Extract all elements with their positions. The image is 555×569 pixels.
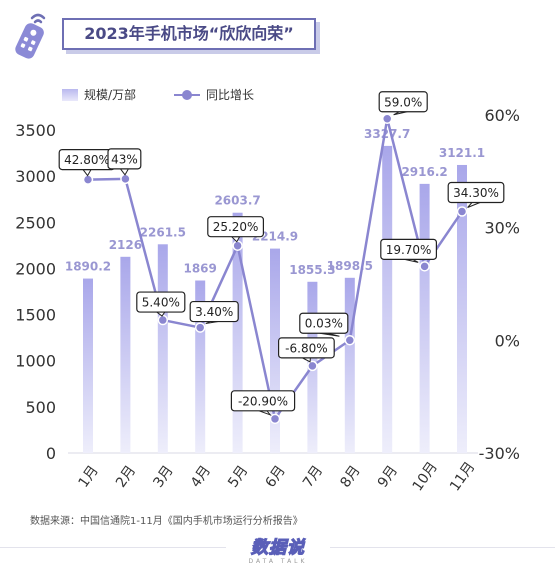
y-left-tick-6: 3000: [15, 167, 56, 186]
y-right-tick-3: 60%: [484, 106, 520, 125]
y-left-tick-0: 0: [46, 444, 56, 463]
bar-3: [195, 280, 206, 453]
y-left-tick-3: 1500: [15, 306, 56, 325]
bar-9: [419, 183, 430, 453]
bar-10: [457, 164, 467, 454]
bar-7: [344, 277, 355, 453]
bar-5: [270, 248, 280, 453]
x-tick-6: 7月: [300, 463, 326, 491]
y-right-tick-1: 0%: [495, 331, 520, 350]
legend-line-label: 同比增长: [206, 88, 255, 102]
growth-label-6: -6.80%: [285, 341, 327, 355]
x-tick-3: 4月: [188, 463, 214, 491]
growth-callout-tail-10: [467, 202, 481, 208]
brand-logo-subtext: DATA TALK: [248, 558, 308, 565]
bar-8: [382, 145, 393, 454]
bar-0: [83, 278, 93, 453]
growth-label-5: -20.90%: [238, 394, 288, 408]
growth-label-3: 3.40%: [195, 305, 233, 319]
brand-logo-text: 数据说: [250, 537, 305, 558]
y-left-tick-1: 500: [25, 398, 56, 417]
y-left-tick-2: 1000: [15, 352, 56, 371]
x-tick-0: 1月: [76, 463, 102, 491]
growth-label-10: 34.30%: [453, 186, 499, 200]
source-note: 数据来源：中国信通院1-11月《国内手机市场运行分析报告》: [30, 516, 303, 527]
growth-label-0: 42.80%: [64, 153, 110, 167]
growth-point-8: [381, 113, 393, 125]
x-tick-1: 2月: [113, 463, 139, 491]
growth-label-8: 59.0%: [384, 95, 422, 109]
growth-point-10: [456, 206, 468, 217]
growth-callout-2: [136, 291, 186, 313]
growth-label-9: 19.70%: [386, 243, 432, 257]
chart-title: 2023年手机市场“欣欣向荣”: [84, 24, 294, 43]
bar-label-1: 2126: [109, 238, 142, 252]
legend-line-dot: [182, 90, 192, 100]
x-tick-5: 6月: [263, 463, 289, 491]
bar-2: [157, 244, 168, 453]
bar-label-9: 2916.2: [401, 165, 447, 179]
x-tick-8: 9月: [375, 463, 401, 491]
growth-label-2: 5.40%: [142, 296, 180, 310]
bar-label-7: 1898.5: [327, 259, 373, 273]
growth-point-7: [344, 334, 356, 346]
x-tick-2: 3月: [150, 463, 176, 491]
bar-label-3: 1869: [183, 262, 216, 276]
growth-callout-1: [107, 148, 142, 170]
x-tick-7: 8月: [337, 463, 363, 491]
y-right-tick-2: 30%: [484, 219, 520, 238]
bar-label-0: 1890.2: [65, 260, 111, 274]
growth-point-4: [232, 240, 243, 251]
growth-point-5: [269, 413, 281, 425]
legend-bar-label: 规模/万部: [84, 88, 137, 102]
legend-bar-swatch: [62, 89, 78, 101]
bar-4: [232, 212, 243, 453]
growth-callout-5: [230, 390, 296, 412]
y-right-tick-0: -30%: [479, 444, 520, 463]
bar-label-4: 2603.7: [214, 194, 260, 208]
growth-callout-3: [189, 300, 239, 323]
growth-point-0: [82, 174, 94, 185]
growth-callout-7: [299, 312, 349, 334]
growth-callout-9: [380, 238, 437, 260]
growth-point-6: [307, 360, 318, 372]
growth-point-9: [419, 261, 430, 272]
y-left-tick-5: 2500: [15, 213, 56, 232]
x-tick-10: 11月: [447, 459, 478, 494]
growth-point-1: [120, 173, 131, 185]
y-left-tick-7: 3500: [15, 121, 56, 140]
growth-label-1: 43%: [111, 152, 138, 166]
bar-label-10: 3121.1: [439, 146, 485, 160]
bar-label-6: 1855.3: [289, 263, 335, 277]
growth-callout-10: [447, 181, 505, 204]
growth-callout-8: [378, 91, 428, 113]
growth-callout-4: [207, 216, 265, 238]
remote-control-icon: [15, 13, 46, 59]
title-box: 2023年手机市场“欣欣向荣”: [62, 18, 316, 50]
bar-1: [120, 256, 131, 453]
growth-label-7: 0.03%: [305, 317, 343, 331]
bar-label-8: 3327.7: [364, 127, 410, 141]
title-area: 2023年手机市场“欣欣向荣”: [0, 0, 555, 60]
growth-point-3: [194, 322, 206, 333]
growth-callout-6: [278, 337, 335, 359]
y-left-tick-4: 2000: [15, 259, 56, 278]
bar-label-2: 2261.5: [140, 225, 186, 239]
brand-logo: 数据说 DATA TALK: [226, 537, 330, 568]
x-tick-9: 10月: [410, 459, 441, 494]
x-tick-4: 5月: [225, 463, 251, 491]
growth-label-4: 25.20%: [213, 220, 259, 234]
growth-point-2: [157, 314, 169, 326]
